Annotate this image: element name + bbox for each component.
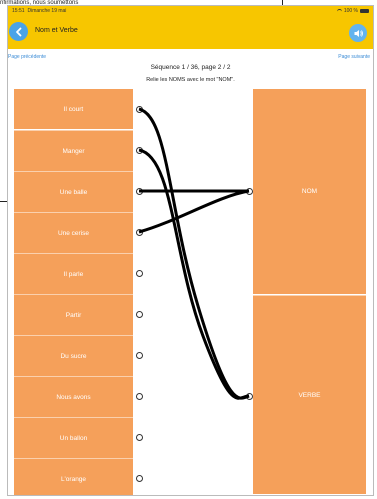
sound-button[interactable]: [349, 24, 367, 42]
target-label: NOM: [301, 188, 318, 195]
target-label: VERBE: [298, 391, 321, 399]
connection-line: [138, 148, 250, 400]
target-verbe[interactable]: VERBE: [253, 295, 366, 494]
back-button[interactable]: [9, 22, 28, 41]
connection-line: [138, 107, 250, 400]
word-label: Il court: [63, 105, 84, 113]
word-label: Du sucre: [60, 352, 87, 360]
status-time: 15:51: [12, 8, 25, 14]
tablet-screen: 15:51 Dimanche 19 mai 100 % Nom et Verbe…: [8, 6, 373, 495]
battery-icon: [360, 9, 369, 13]
word-tile[interactable]: Une balle: [14, 171, 133, 212]
target-dot-verbe[interactable]: [246, 393, 253, 400]
connector-dot[interactable]: [136, 475, 143, 482]
speaker-icon: [354, 29, 363, 37]
status-bar: 15:51 Dimanche 19 mai 100 %: [8, 6, 373, 16]
word-label: Manger: [62, 147, 85, 155]
word-tile[interactable]: Du sucre: [14, 335, 133, 376]
connector-dot[interactable]: [136, 106, 143, 113]
word-label: Partir: [65, 311, 82, 319]
word-tile[interactable]: Il court: [14, 89, 133, 129]
word-tile[interactable]: L'orange: [14, 458, 133, 495]
word-label: Nous avons: [56, 393, 91, 401]
connector-dot[interactable]: [136, 434, 143, 441]
wifi-icon: [336, 8, 342, 14]
connector-dot[interactable]: [136, 270, 143, 277]
word-label: L'orange: [60, 475, 87, 483]
status-date: Dimanche 19 mai: [27, 8, 67, 14]
connector-dot[interactable]: [136, 147, 143, 154]
word-label: Un ballon: [59, 434, 88, 442]
connector-dot[interactable]: [136, 188, 143, 195]
background-rule-top: [282, 0, 283, 6]
battery-percent: 100 %: [343, 8, 358, 14]
chevron-left-icon: [15, 27, 21, 36]
word-tile[interactable]: Partir: [14, 294, 133, 335]
connector-dot[interactable]: [136, 311, 143, 318]
connector-dot[interactable]: [136, 229, 143, 236]
word-tile[interactable]: Manger: [14, 130, 133, 171]
instruction-text: Relie les NOMS avec le mot "NOM".: [146, 77, 235, 83]
nav-bar: Nom et Verbe: [8, 16, 373, 49]
word-label: Une balle: [59, 188, 88, 196]
word-tile[interactable]: Une cerise: [14, 212, 133, 253]
connector-dot[interactable]: [136, 393, 143, 400]
previous-page-link[interactable]: Page précédente: [8, 54, 47, 60]
sequence-indicator: Séquence 1 / 36, page 2 / 2: [150, 64, 231, 71]
word-tile[interactable]: Nous avons: [14, 376, 133, 417]
background-rule-left: [0, 201, 8, 202]
page-title: Nom et Verbe: [35, 27, 78, 34]
word-tile[interactable]: Il parle: [14, 253, 133, 294]
word-label: Une cerise: [57, 229, 90, 237]
connection-line: [138, 189, 250, 234]
target-nom[interactable]: NOM: [253, 89, 366, 294]
word-label: Il parle: [63, 270, 84, 278]
background-caption: nfirmations, nous soumettons: [0, 0, 79, 6]
target-dot-nom[interactable]: [246, 188, 253, 195]
connector-dot[interactable]: [136, 352, 143, 359]
next-page-link[interactable]: Page suivante: [338, 54, 370, 60]
word-tile[interactable]: Un ballon: [14, 417, 133, 458]
status-right: 100 %: [336, 8, 369, 14]
